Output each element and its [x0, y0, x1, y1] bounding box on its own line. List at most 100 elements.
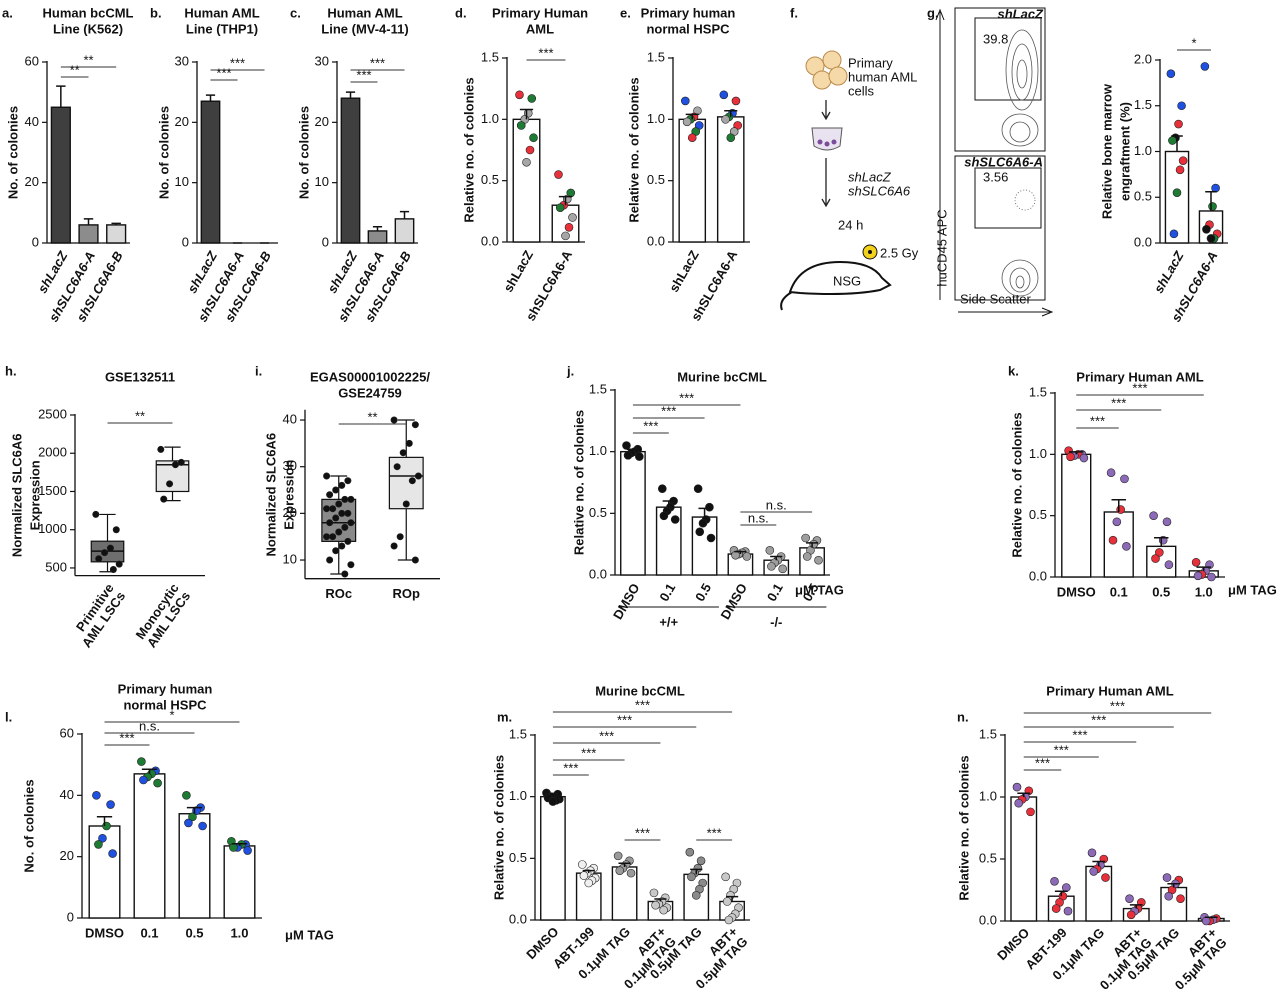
data-point: [108, 849, 117, 858]
y-tick-label: 40: [283, 411, 297, 426]
x-tick-label: 0.5: [1152, 584, 1170, 599]
panel-letter: i.: [255, 363, 262, 378]
x-tick-label: 1.0: [1195, 584, 1213, 599]
data-point: [115, 560, 123, 568]
y-tick-label: 0.0: [647, 233, 665, 248]
data-point: [323, 533, 331, 541]
data-point: [1201, 916, 1211, 926]
data-point: [112, 526, 120, 534]
chart-title: Primary human: [641, 5, 736, 20]
comparison-label: ***: [1090, 413, 1105, 428]
data-point: [705, 502, 714, 512]
y-tick-label: 10: [315, 174, 329, 189]
schematic-f: f.: [780, 5, 892, 311]
data-point: [338, 481, 346, 489]
comparison-label: ***: [230, 55, 245, 70]
comparison-label: ***: [617, 712, 632, 727]
data-point: [635, 452, 644, 461]
bar: [78, 224, 99, 244]
data-point: [338, 542, 346, 550]
error-bar: [725, 895, 739, 902]
x-tick-label: DMSO: [1057, 584, 1096, 599]
data-point: [554, 170, 563, 179]
data-point: [724, 915, 734, 925]
flow-x-label: Side Scatter: [960, 291, 1031, 306]
error-bar: [186, 806, 203, 814]
data-point: [184, 818, 193, 828]
data-point: [765, 546, 775, 555]
chart-title: GSE24759: [338, 385, 402, 400]
panel-letter: a.: [2, 5, 13, 20]
data-point: [1169, 229, 1179, 239]
y-tick-label: 0.5: [647, 172, 665, 187]
data-point: [1200, 62, 1210, 71]
data-point: [1122, 542, 1131, 551]
x-tick-label: 0.1: [140, 925, 158, 940]
group-label: -/-: [770, 614, 782, 629]
chart-title: Human bcCML: [43, 5, 134, 20]
data-point: [555, 203, 565, 212]
schematic-label: 2.5 Gy: [880, 245, 919, 260]
y-axis-label: Relative no. of colonies: [1009, 412, 1024, 557]
y-axis-label: Expression: [281, 460, 296, 530]
data-point: [338, 509, 346, 517]
panel-letter: h.: [5, 363, 17, 378]
schematic-label: human AML: [848, 69, 917, 84]
error-bar: [1017, 792, 1031, 797]
data-point: [698, 518, 708, 528]
bar: [620, 450, 646, 576]
bar: [394, 218, 415, 244]
y-tick-label: 1.0: [979, 788, 997, 803]
chart-title: Human AML: [327, 5, 402, 20]
panel-letter: j.: [566, 363, 574, 378]
x-tick-label: DMSO: [85, 925, 124, 940]
error-bar: [698, 507, 711, 518]
x-tick-label: shLacZ: [666, 248, 702, 295]
error-bar: [690, 868, 703, 875]
data-point: [659, 905, 668, 915]
data-point: [659, 511, 669, 521]
y-axis-label: Relative bone marrow: [1099, 83, 1114, 219]
x-tick-label: 0.5: [692, 581, 714, 604]
error-bar: [1111, 498, 1126, 512]
panel-letter: m.: [497, 709, 512, 724]
data-point: [390, 416, 398, 424]
data-point: [525, 145, 535, 155]
error-bar: [654, 898, 667, 902]
data-point: [326, 491, 334, 499]
gate: [974, 17, 1042, 101]
data-point: [719, 90, 729, 100]
data-point: [722, 897, 732, 906]
chart-title: AML: [526, 21, 554, 36]
data-point: [326, 519, 334, 527]
data-point: [177, 458, 185, 466]
comparison-label: ***: [707, 825, 722, 840]
data-point: [402, 500, 410, 508]
data-point: [414, 472, 422, 480]
data-point: [1164, 560, 1174, 570]
schematic-label: NSG: [833, 273, 861, 288]
error-bar: [1054, 890, 1068, 897]
y-tick-label: 0: [32, 234, 39, 249]
data-point: [695, 527, 705, 537]
y-tick-label: 0.0: [589, 566, 607, 581]
data-point: [1087, 848, 1097, 858]
data-point: [1151, 554, 1160, 563]
data-point: [411, 421, 419, 429]
y-axis-label: Relative no. of colonies: [571, 410, 586, 555]
arrow: [821, 158, 831, 208]
data-point: [721, 872, 730, 882]
comparison-label: ***: [635, 825, 650, 840]
y-tick-label: 0.5: [589, 505, 607, 520]
error-bar: [205, 94, 216, 102]
data-point: [548, 797, 558, 806]
comparison-label: **: [83, 52, 93, 67]
data-point: [198, 821, 207, 831]
error-bar: [618, 862, 631, 867]
data-point: [1164, 891, 1173, 901]
comparison-label: ***: [1111, 395, 1126, 410]
data-point: [1162, 517, 1172, 527]
data-point: [160, 495, 168, 503]
